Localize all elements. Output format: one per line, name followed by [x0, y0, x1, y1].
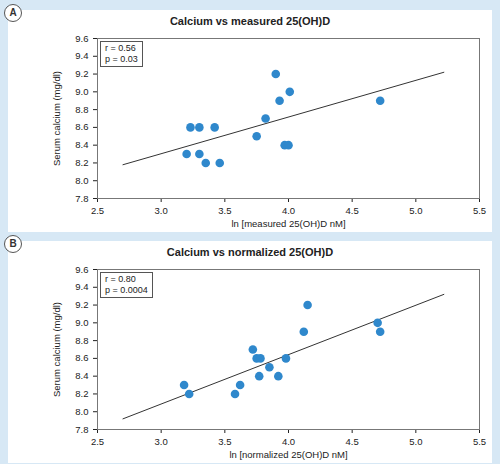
svg-text:8.2: 8.2: [75, 388, 88, 399]
svg-text:8.2: 8.2: [75, 157, 88, 168]
svg-text:2.5: 2.5: [91, 436, 104, 447]
svg-text:9.2: 9.2: [75, 299, 88, 310]
svg-text:8.0: 8.0: [75, 175, 88, 186]
html-text:p = 0.0004: p = 0.0004: [105, 285, 148, 295]
svg-text:4.5: 4.5: [346, 436, 359, 447]
html-text:p = 0.03: p = 0.03: [105, 54, 138, 64]
svg-text:9.6: 9.6: [75, 33, 88, 44]
svg-text:8.4: 8.4: [75, 139, 88, 150]
svg-text:9.2: 9.2: [75, 68, 88, 79]
svg-text:8.8: 8.8: [75, 335, 88, 346]
svg-text:5.5: 5.5: [473, 205, 486, 216]
svg-text:9.6: 9.6: [75, 264, 88, 275]
html-text:r = 0.56: r = 0.56: [105, 43, 136, 53]
svg-text:Serum calcium (mg/dl): Serum calcium (mg/dl): [51, 71, 62, 166]
svg-text:8.8: 8.8: [75, 104, 88, 115]
svg-text:3.5: 3.5: [218, 436, 231, 447]
svg-text:4.5: 4.5: [346, 205, 359, 216]
svg-text:4.0: 4.0: [282, 205, 295, 216]
svg-text:7.8: 7.8: [75, 193, 88, 204]
svg-text:ln [normalized 25(OH)D nM]: ln [normalized 25(OH)D nM]: [229, 449, 347, 460]
html-text:B: B: [9, 238, 17, 249]
svg-text:7.8: 7.8: [75, 424, 88, 435]
svg-text:9.4: 9.4: [75, 50, 88, 61]
svg-text:5.5: 5.5: [473, 436, 486, 447]
svg-text:ln [measured 25(OH)D nM]: ln [measured 25(OH)D nM]: [231, 218, 345, 229]
svg-text:8.0: 8.0: [75, 406, 88, 417]
html-text:Calcium vs normalized 25(OH)D: Calcium vs normalized 25(OH)D: [166, 246, 334, 258]
svg-text:5.0: 5.0: [409, 205, 422, 216]
html-text:r = 0.80: r = 0.80: [105, 274, 136, 284]
svg-text:9.4: 9.4: [75, 281, 88, 292]
svg-text:3.5: 3.5: [218, 205, 231, 216]
svg-text:4.0: 4.0: [282, 436, 295, 447]
svg-text:8.6: 8.6: [75, 352, 88, 363]
svg-text:8.6: 8.6: [75, 121, 88, 132]
svg-text:5.0: 5.0: [409, 436, 422, 447]
svg-text:8.4: 8.4: [75, 370, 88, 381]
svg-text:3.0: 3.0: [155, 436, 168, 447]
svg-text:3.0: 3.0: [155, 205, 168, 216]
html-text:A: A: [9, 7, 17, 18]
html-text:Calcium vs measured 25(OH)D: Calcium vs measured 25(OH)D: [169, 15, 331, 27]
svg-text:2.5: 2.5: [91, 205, 104, 216]
svg-text:Serum calcium (mg/dl): Serum calcium (mg/dl): [51, 302, 62, 397]
svg-text:9.0: 9.0: [75, 86, 88, 97]
svg-text:9.0: 9.0: [75, 317, 88, 328]
